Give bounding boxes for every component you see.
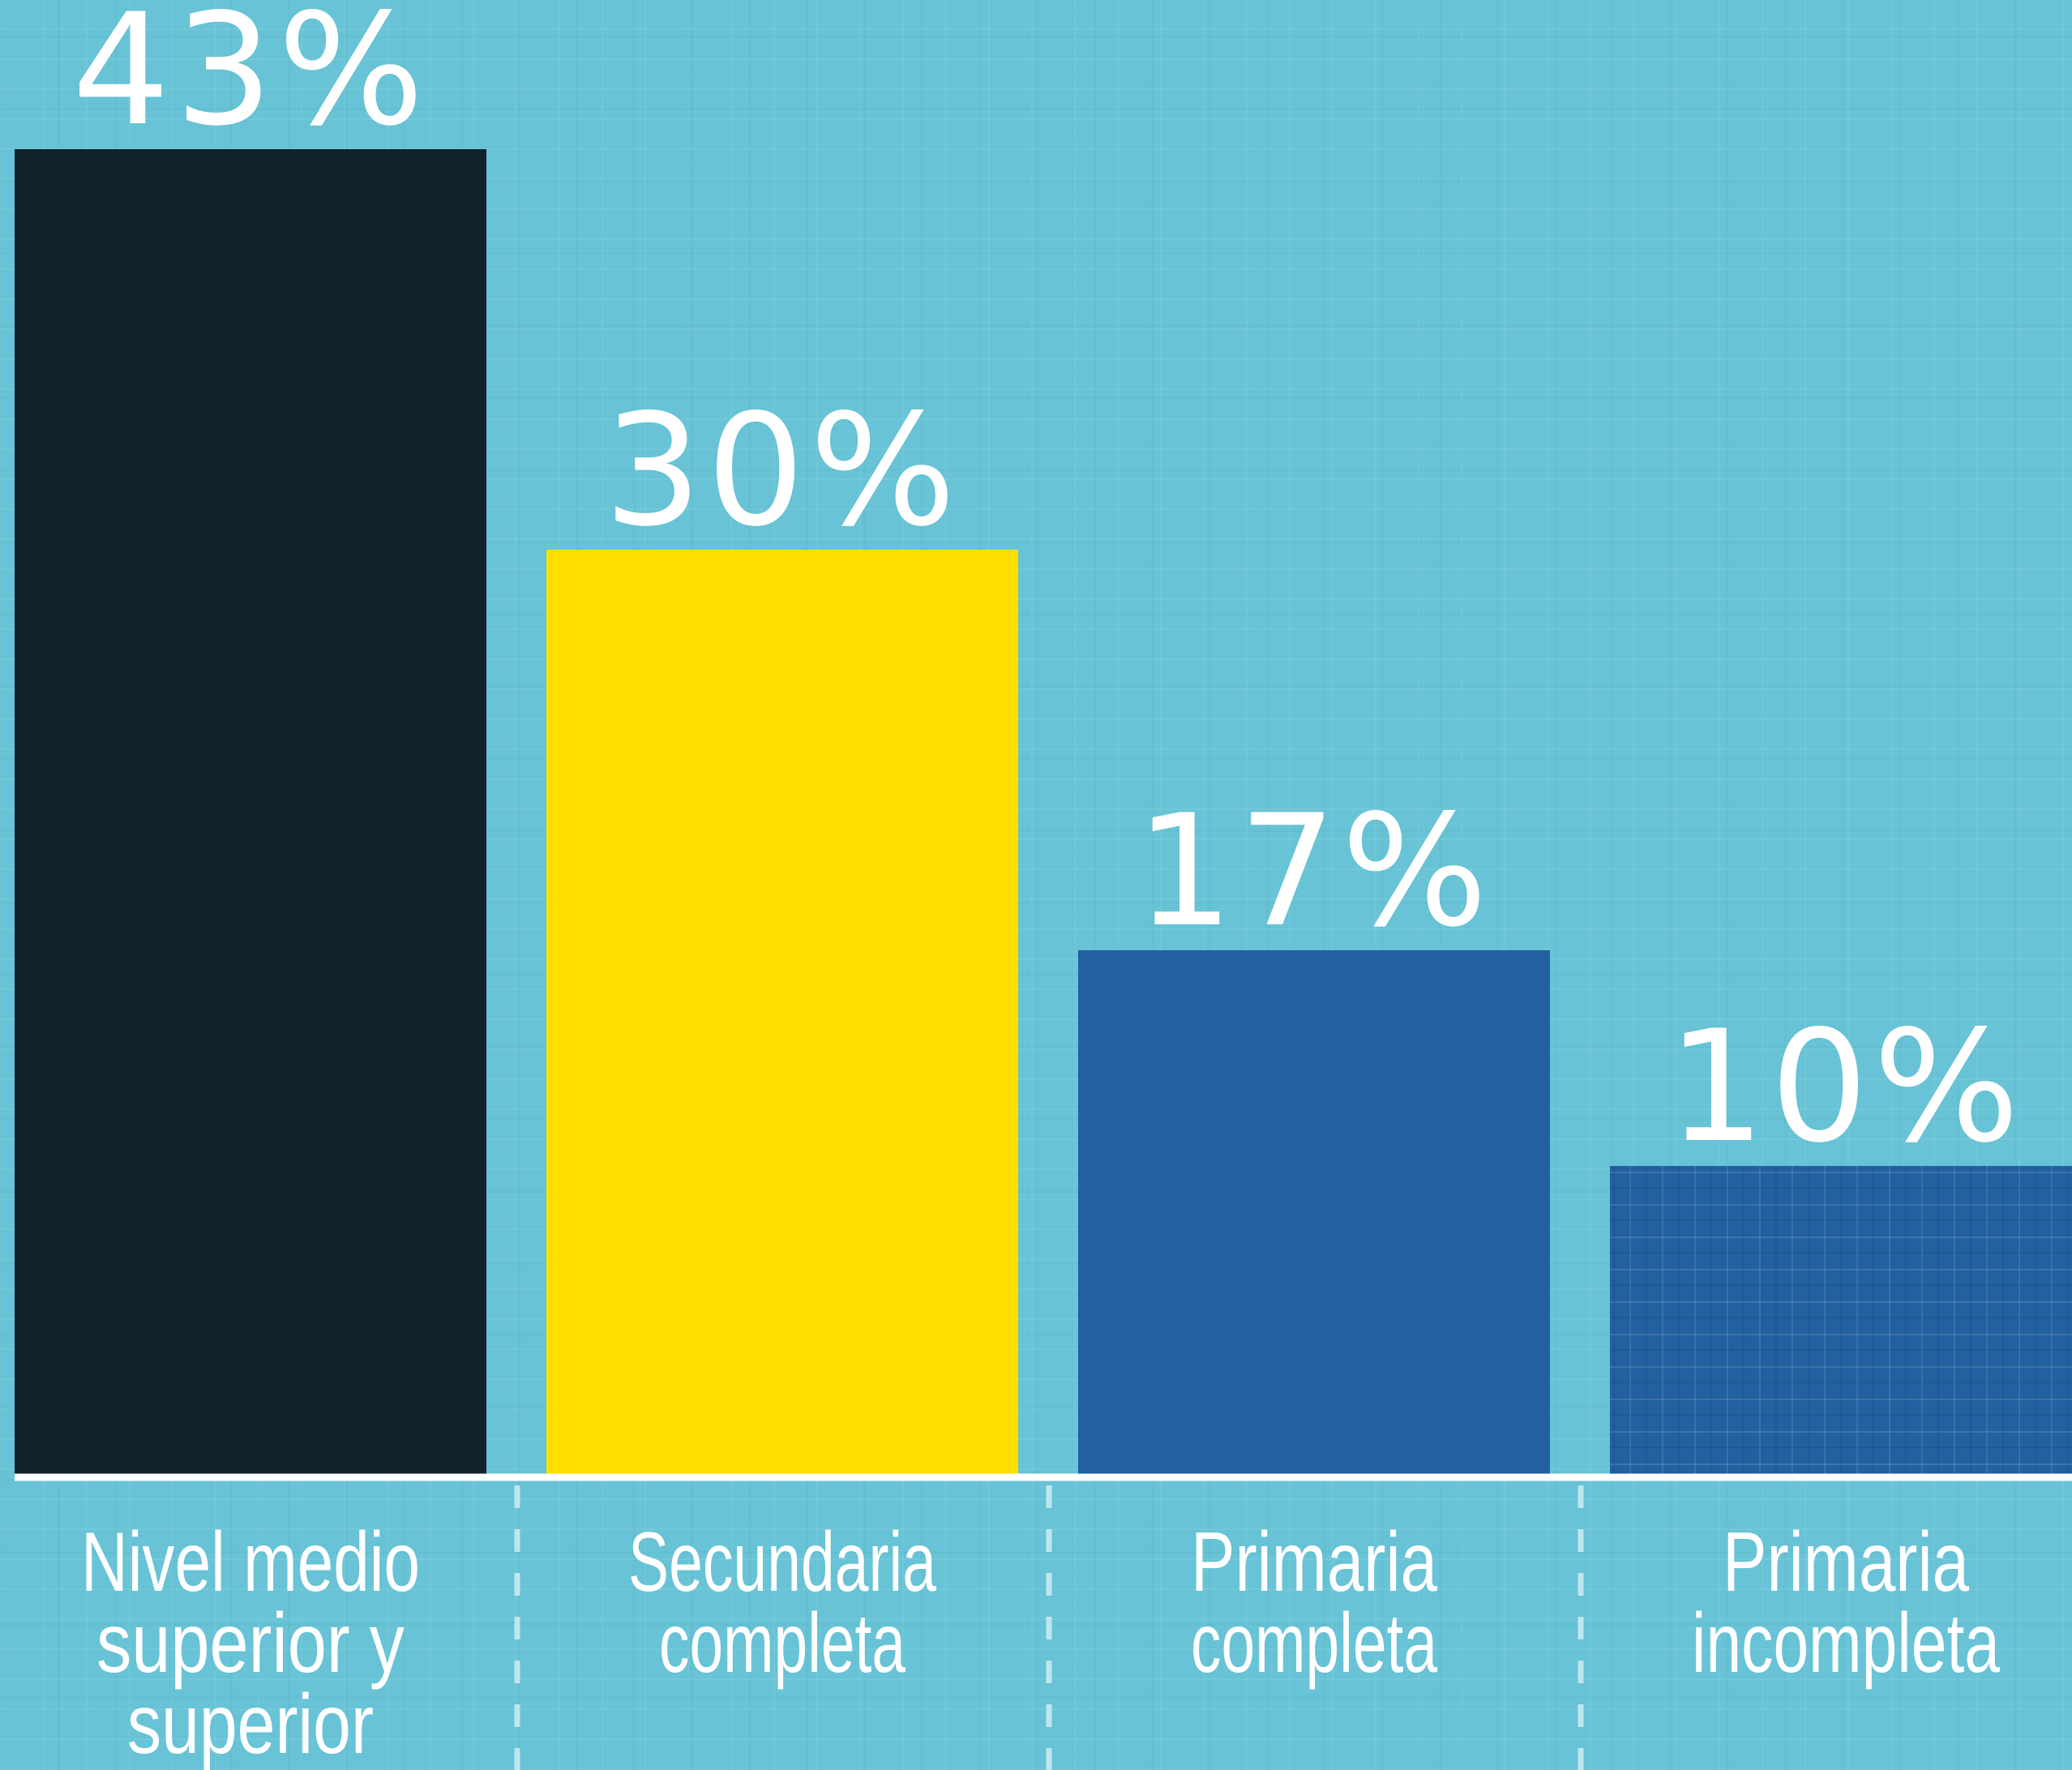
category-label-1: Nivel medio superior y superior — [81, 1515, 420, 1770]
category-label-3: Primaria completa — [1191, 1515, 1437, 1691]
category-label-line: completa — [1191, 1596, 1437, 1691]
value-label-4: 10% — [1667, 997, 2024, 1176]
bar-3 — [1078, 950, 1550, 1474]
category-label-line: completa — [659, 1596, 905, 1691]
category-label-line: superior — [127, 1678, 374, 1770]
bar-2 — [546, 550, 1018, 1474]
category-label-line: Primaria — [1723, 1515, 1969, 1609]
labels-group: 43% Nivel medio superior y superior 30% Secun… — [72, 0, 2024, 1770]
category-label-4: Primaria incompleta — [1692, 1515, 2000, 1691]
value-label-3: 17% — [1136, 782, 1492, 961]
axis-group — [15, 1473, 2072, 1770]
category-label-line: superior y — [96, 1596, 405, 1691]
value-label-2: 30% — [604, 381, 961, 560]
category-label-2: Secundaria completa — [628, 1515, 936, 1691]
value-label-1: 43% — [72, 0, 429, 160]
bar-texture — [1610, 1166, 2072, 1474]
category-label-line: Secundaria — [628, 1515, 936, 1609]
bars-group — [15, 149, 2072, 1474]
bar-1 — [15, 149, 486, 1474]
category-label-line: Nivel medio — [81, 1515, 420, 1609]
category-label-line: Primaria — [1191, 1515, 1437, 1609]
category-label-line: incompleta — [1692, 1596, 2000, 1691]
